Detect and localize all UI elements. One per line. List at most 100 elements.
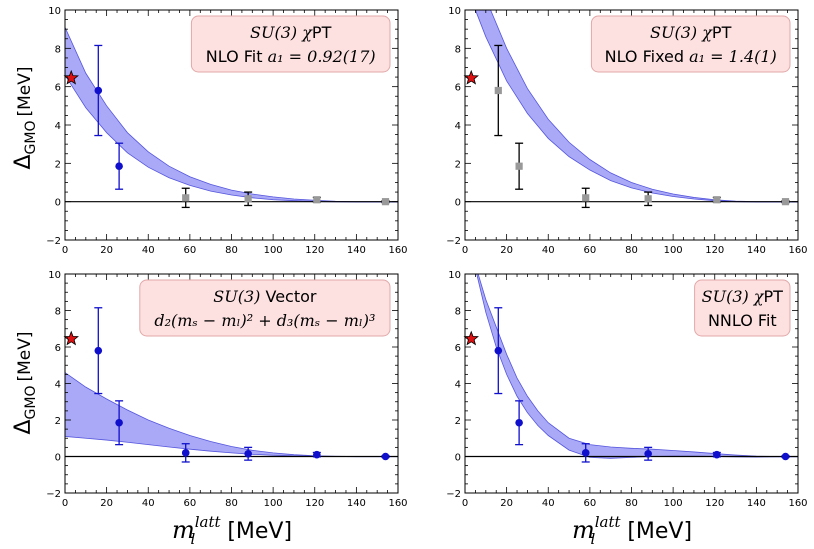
excluded-data-point — [244, 191, 253, 207]
point-marker — [313, 450, 321, 459]
x-tick-label: 60 — [184, 498, 197, 509]
y-tick-label: −2 — [46, 236, 61, 247]
y-tick-label: 2 — [55, 159, 61, 170]
point-marker — [781, 452, 790, 461]
x-tick-label: 160 — [388, 498, 407, 509]
legend-line-2: NLO Fixed a₁ = 1.4(1) — [605, 47, 777, 66]
physical-point-star — [463, 69, 479, 85]
x-tick-label: 40 — [142, 245, 155, 256]
x-tick-label: 100 — [664, 245, 683, 256]
physical-point-star — [63, 330, 79, 346]
x-tick-label: 160 — [788, 498, 807, 509]
fit-data-point — [494, 307, 503, 395]
fit-data-point — [115, 142, 124, 190]
point-marker — [313, 196, 321, 204]
y-tick-label: 10 — [448, 6, 461, 17]
x-tick-label: 20 — [100, 498, 113, 509]
y-tick-label: 10 — [48, 270, 61, 281]
error-band — [476, 274, 798, 459]
error-band — [475, 10, 798, 203]
plot-area — [465, 274, 798, 463]
x-tick-label: 120 — [305, 245, 324, 256]
excluded-data-point — [644, 191, 653, 207]
y-tick-label: 4 — [455, 121, 461, 132]
x-tick-label: 0 — [462, 498, 468, 509]
fit-data-point — [244, 446, 253, 461]
legend-background — [694, 279, 791, 337]
x-tick-label: 80 — [225, 498, 238, 509]
y-tick-label: 0 — [455, 198, 461, 209]
x-tick-label: 0 — [462, 245, 468, 256]
y-tick-label: 8 — [55, 307, 61, 318]
point-marker — [494, 346, 503, 355]
fit-data-point — [115, 400, 124, 446]
legend-box: SU(3) Vector d₂(mₛ − mₗ)² + d₃(mₛ − mₗ)³ — [139, 279, 391, 337]
legend-box: SU(3) χPT NLO Fixed a₁ = 1.4(1) — [590, 15, 791, 73]
y-tick-label: 6 — [55, 343, 61, 354]
legend-line-2: d₂(mₛ − mₗ)² + d₃(mₛ − mₗ)³ — [154, 311, 375, 330]
error-band — [65, 372, 398, 458]
y-tick-label: 6 — [55, 83, 61, 94]
point-marker — [94, 86, 103, 95]
fit-data-point — [94, 44, 103, 137]
x-tick-label: 140 — [347, 498, 366, 509]
y-tick-label: 10 — [448, 270, 461, 281]
xlabel-left: mlatt l [MeV] — [172, 513, 292, 548]
point-marker — [115, 418, 123, 427]
point-marker — [582, 194, 590, 202]
fit-data-point — [644, 446, 653, 461]
excluded-data-point — [515, 142, 524, 190]
fit-data-point — [712, 450, 721, 459]
y-tick-label: 4 — [55, 380, 61, 391]
x-tick-label: 140 — [747, 245, 766, 256]
legend-background — [590, 15, 791, 73]
point-marker — [781, 198, 790, 206]
x-tick-label: 140 — [347, 245, 366, 256]
x-tick-label: 20 — [500, 245, 513, 256]
fit-data-point — [312, 450, 321, 459]
excluded-data-point — [781, 198, 790, 206]
plot-area — [465, 10, 798, 209]
x-tick-label: 0 — [62, 245, 68, 256]
x-tick-label: 160 — [788, 245, 807, 256]
legend-line-1: SU(3) χPT — [650, 23, 732, 42]
point-marker — [94, 346, 103, 355]
plot-area — [65, 307, 398, 463]
y-tick-label: 4 — [455, 380, 461, 391]
y-tick-label: 10 — [48, 6, 61, 17]
fit-data-point — [181, 443, 190, 463]
x-tick-label: 40 — [542, 245, 555, 256]
point-marker — [244, 195, 252, 203]
legend-box: SU(3) χPT NNLO Fit — [694, 279, 791, 337]
x-tick-label: 40 — [542, 498, 555, 509]
y-tick-label: 0 — [55, 198, 61, 209]
x-tick-label: 120 — [705, 498, 724, 509]
x-tick-label: 60 — [184, 245, 197, 256]
point-marker — [515, 418, 523, 427]
y-tick-label: 2 — [455, 416, 461, 427]
y-tick-label: 0 — [455, 453, 461, 464]
fit-data-point — [94, 307, 103, 395]
x-tick-label: 160 — [388, 245, 407, 256]
x-tick-label: 40 — [142, 498, 155, 509]
y-tick-label: 6 — [455, 343, 461, 354]
x-tick-label: 100 — [264, 498, 283, 509]
x-tick-label: 100 — [264, 245, 283, 256]
y-tick-label: −2 — [46, 489, 61, 500]
fit-data-point — [515, 400, 524, 446]
point-marker — [494, 86, 502, 95]
xlabel-right: mlatt l [MeV] — [572, 513, 692, 548]
point-marker — [381, 452, 390, 461]
fit-data-point — [781, 452, 790, 461]
y-tick-label: −2 — [446, 236, 461, 247]
excluded-data-point — [381, 198, 390, 206]
physical-point-star — [463, 330, 479, 346]
y-tick-label: 2 — [55, 416, 61, 427]
y-tick-label: 0 — [55, 453, 61, 464]
excluded-data-point — [494, 44, 503, 137]
y-tick-label: 4 — [55, 121, 61, 132]
legend-line-1: SU(3) χPT — [702, 287, 784, 306]
